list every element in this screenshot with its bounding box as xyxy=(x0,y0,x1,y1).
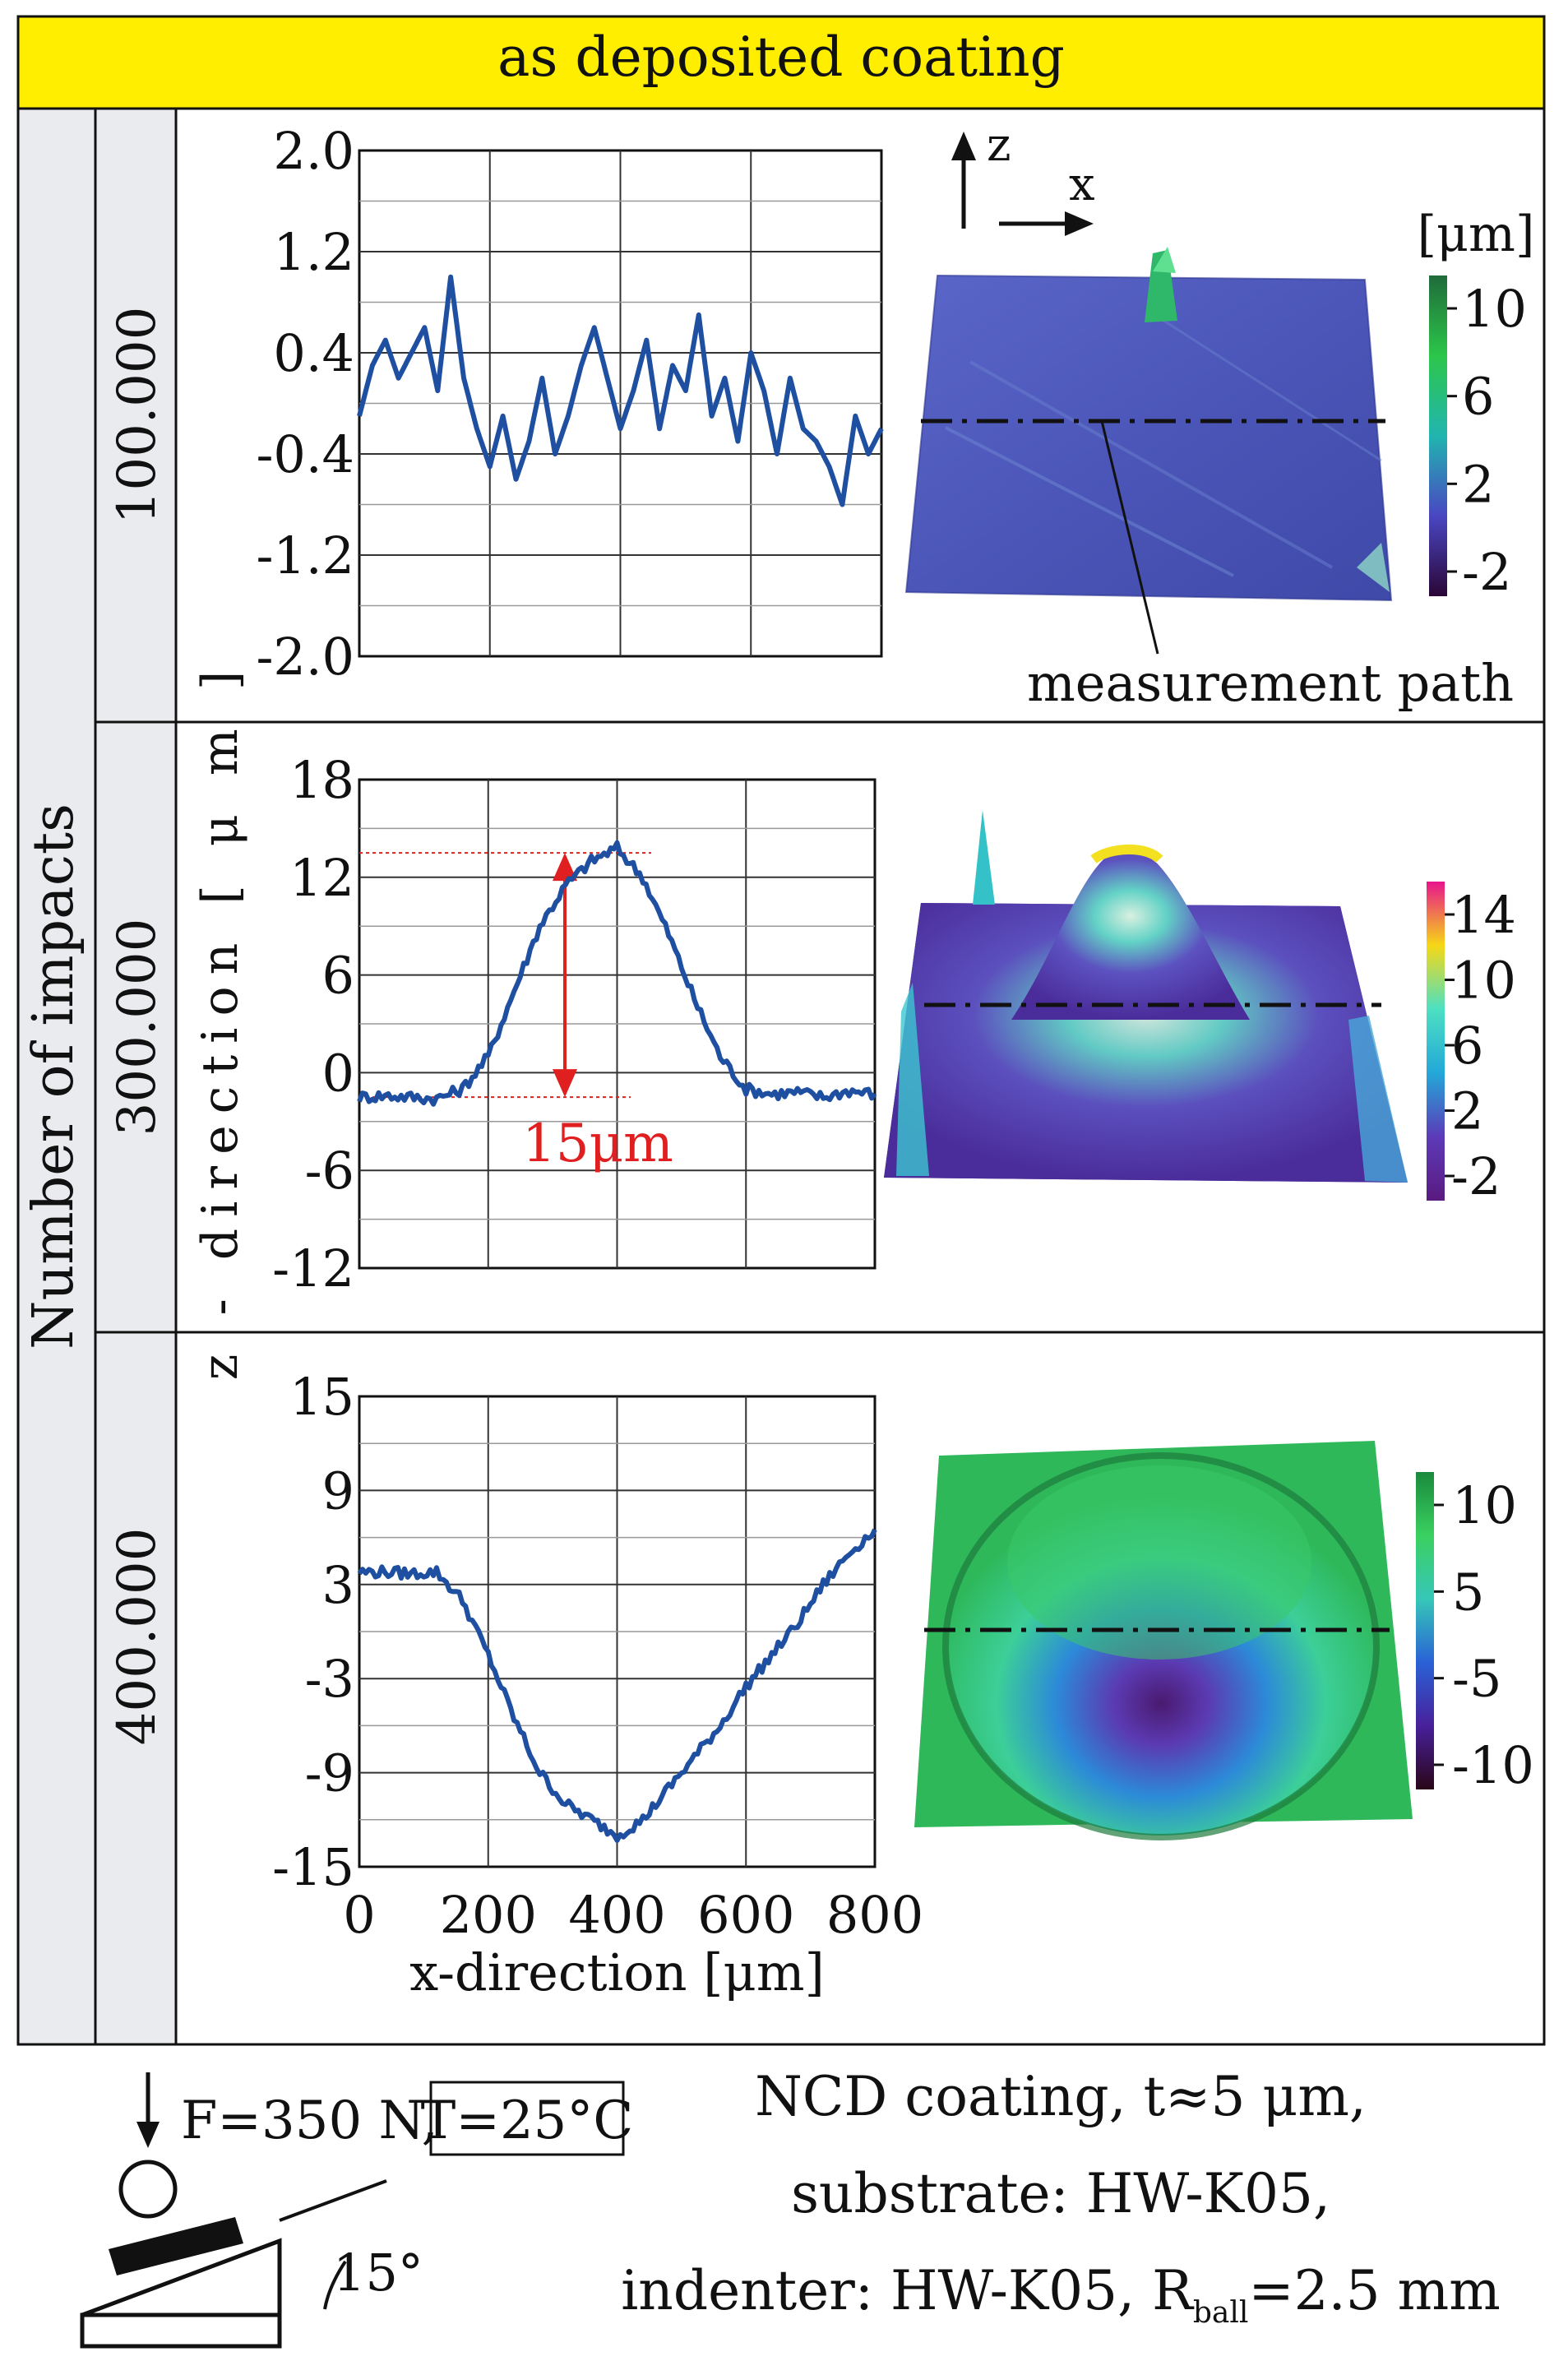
specimen xyxy=(109,2217,243,2275)
height-annotation: 15μm xyxy=(522,1113,673,1174)
y-tick-label: 0.4 xyxy=(273,323,354,383)
x-axis-label: x-direction [μm] xyxy=(409,1942,825,2002)
force-label: F=350 N, xyxy=(181,2090,438,2151)
line-chart-1: 2.0 1.2 0.4 -0.4 -1.2 -2.0 xyxy=(256,121,881,687)
row-label-100000: 100.000 xyxy=(107,307,168,525)
header-title: as deposited coating xyxy=(497,25,1065,89)
shared-ylabel: z - direction [ μ m ] xyxy=(192,660,249,1380)
y-tick-label: 2.0 xyxy=(273,121,354,181)
x-tick-label: 0 xyxy=(343,1885,375,1945)
surface-map-400000 xyxy=(914,1441,1413,1837)
y-tick-label: -6 xyxy=(305,1141,354,1201)
measurement-path-label: measurement path xyxy=(1027,653,1514,713)
base-plate xyxy=(82,2315,280,2346)
y-tick-label: 1.2 xyxy=(273,222,354,282)
x-tick-label: 800 xyxy=(826,1885,923,1945)
colorbar-tick-label: 10 xyxy=(1462,279,1527,339)
x-tick-label: 400 xyxy=(568,1885,665,1945)
y-tick-label: 0 xyxy=(322,1043,354,1103)
surface-map-300000 xyxy=(884,810,1408,1183)
y-tick-label: -12 xyxy=(272,1238,354,1299)
temp-label: T=25°C xyxy=(421,2090,634,2151)
y-tick-label: 9 xyxy=(322,1461,354,1521)
y-tick-label: -3 xyxy=(305,1649,354,1709)
desc-line-1: NCD coating, t≈5 μm, xyxy=(755,2065,1367,2128)
desc-line-3-a: indenter: HW-K05, R xyxy=(621,2259,1195,2322)
colorbar-tick-label: -10 xyxy=(1452,1735,1534,1795)
colorbar-gradient xyxy=(1429,275,1447,596)
colorbar-tick-label: -2 xyxy=(1462,542,1511,602)
axis-z-label: z xyxy=(987,118,1011,172)
y-tick-label: 12 xyxy=(289,848,354,908)
axes-indicator: z x xyxy=(951,118,1095,236)
colorbar-tick-label: 14 xyxy=(1451,885,1516,945)
colorbar-tick-label: 10 xyxy=(1452,1475,1517,1535)
colorbar-tick-label: 5 xyxy=(1452,1562,1484,1622)
row-label-300000: 300.000 xyxy=(107,919,168,1137)
colorbar-gradient xyxy=(1416,1472,1434,1789)
colorbar-tick-label: -5 xyxy=(1452,1649,1501,1709)
colorbar-tick-label: -2 xyxy=(1451,1146,1501,1206)
colorbar-gradient xyxy=(1427,882,1445,1201)
desc-line-3-sub: ball xyxy=(1193,2296,1249,2330)
desc-line-3-b: =2.5 mm xyxy=(1248,2259,1500,2322)
side-label: Number of impacts xyxy=(21,803,86,1349)
row-label-400000: 400.000 xyxy=(107,1528,168,1746)
x-tick-label: 200 xyxy=(440,1885,537,1945)
colorbar-tick-label: 2 xyxy=(1451,1081,1483,1141)
colorbar-tick-label: 6 xyxy=(1462,367,1494,427)
colorbar-1: [μm] 10 6 2 -2 xyxy=(1418,206,1535,602)
y-tick-label: 6 xyxy=(322,946,354,1006)
angle-label: 15° xyxy=(333,2243,423,2303)
y-tick-label: -15 xyxy=(272,1837,354,1897)
desc-line-3: indenter: HW-K05, Rball=2.5 mm xyxy=(621,2259,1501,2330)
axis-x-label: x xyxy=(1069,158,1095,211)
y-tick-label: -2.0 xyxy=(256,627,354,687)
x-tick-label: 600 xyxy=(697,1885,794,1945)
y-tick-label: 15 xyxy=(289,1367,354,1427)
line-chart-2: 18 12 6 0 -6 -12 15μm xyxy=(272,750,875,1299)
colorbar-tick-label: 10 xyxy=(1451,951,1516,1011)
y-tick-label: 18 xyxy=(289,750,354,810)
desc-line-2: substrate: HW-K05, xyxy=(791,2162,1330,2225)
y-tick-label: -0.4 xyxy=(256,424,354,484)
y-tick-label: -9 xyxy=(305,1743,354,1803)
colorbar-tick-label: 6 xyxy=(1451,1016,1483,1076)
ball-indenter xyxy=(121,2162,175,2216)
y-tick-label: -1.2 xyxy=(256,525,354,586)
colorbar-3: 10 5 -5 -10 xyxy=(1416,1472,1534,1795)
y-tick-label: 3 xyxy=(322,1555,354,1615)
colorbar-unit: [μm] xyxy=(1418,206,1535,263)
colorbar-tick-label: 2 xyxy=(1462,454,1494,514)
surface-map-100000 xyxy=(906,247,1391,600)
